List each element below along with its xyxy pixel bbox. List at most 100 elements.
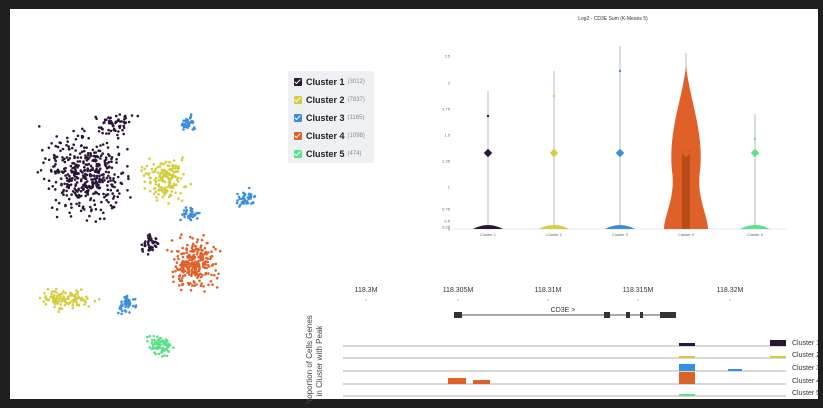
tsne-point: [186, 260, 189, 263]
tsne-point: [174, 191, 177, 195]
genome-coord-label: 118.32M: [717, 287, 744, 294]
tsne-point: [190, 268, 194, 271]
tsne-point: [89, 152, 92, 155]
tsne-point: [97, 180, 101, 183]
legend-item-cluster-5[interactable]: Cluster 5 (474): [294, 145, 374, 163]
tsne-point: [71, 170, 75, 173]
tsne-point: [191, 271, 195, 275]
tsne-point: [123, 118, 126, 121]
legend-checkbox[interactable]: [294, 132, 302, 140]
tsne-point: [65, 176, 69, 180]
violin-shape[interactable]: [605, 225, 635, 229]
tsne-point: [74, 167, 77, 171]
genome-peak[interactable]: [770, 356, 786, 358]
violin-shape-cluster-4[interactable]: [664, 66, 708, 229]
tsne-point: [197, 274, 200, 278]
tsne-point: [211, 283, 214, 286]
legend-checkbox[interactable]: [294, 150, 302, 158]
tsne-point: [192, 264, 196, 267]
tsne-point: [214, 262, 218, 266]
tsne-point: [63, 157, 66, 161]
tsne-point: [150, 238, 153, 242]
tsne-point: [155, 199, 159, 202]
legend-checkbox[interactable]: [294, 78, 302, 86]
tsne-point: [247, 186, 251, 190]
tsne-point: [71, 306, 75, 310]
tsne-point: [158, 185, 162, 189]
legend-item-cluster-4[interactable]: Cluster 4 (1098): [294, 127, 374, 145]
tsne-point: [112, 205, 116, 209]
genome-peak[interactable]: [728, 369, 742, 371]
tsne-point: [106, 193, 110, 196]
legend-item-cluster-1[interactable]: Cluster 1 (3012): [294, 73, 374, 91]
genome-peak[interactable]: [473, 380, 490, 384]
genome-peak[interactable]: [679, 364, 695, 371]
tsne-point: [156, 241, 159, 245]
tsne-point: [66, 136, 69, 140]
tsne-point: [89, 154, 93, 157]
tsne-point: [67, 158, 70, 162]
tsne-point: [183, 261, 186, 264]
tsne-point: [113, 185, 116, 189]
violin-shape[interactable]: [473, 225, 503, 229]
tsne-point: [206, 251, 210, 254]
genome-peak[interactable]: [770, 340, 786, 346]
tsne-point: [50, 170, 53, 173]
violin-outlier: [753, 137, 757, 141]
genome-peak[interactable]: [448, 378, 466, 384]
tsne-scatter-plot[interactable]: [10, 49, 280, 389]
tsne-point: [198, 264, 201, 268]
tsne-point: [53, 302, 57, 305]
tsne-point: [193, 284, 197, 287]
genome-peak[interactable]: [679, 356, 695, 358]
tsne-point: [71, 304, 75, 307]
tsne-point: [207, 272, 210, 275]
tsne-point: [160, 171, 163, 175]
tsne-point: [185, 251, 189, 254]
tsne-point: [83, 146, 86, 149]
tsne-point: [171, 275, 175, 278]
tsne-point: [55, 297, 58, 301]
tsne-point: [152, 192, 156, 195]
tsne-point: [141, 250, 145, 253]
legend-checkbox[interactable]: [294, 96, 302, 104]
tsne-point: [63, 182, 66, 186]
tsne-point: [97, 171, 101, 175]
tsne-point: [237, 195, 241, 199]
genome-track-view: 118.3M 118.305M 118.31M 118.315M 118.32M CD3…: [305, 287, 818, 404]
tsne-point: [83, 185, 87, 188]
legend-checkbox[interactable]: [294, 114, 302, 122]
tsne-point: [143, 180, 147, 184]
tsne-point: [58, 300, 61, 303]
tsne-point: [61, 190, 65, 193]
tsne-point: [69, 202, 73, 206]
legend-item-cluster-3[interactable]: Cluster 3 (1165): [294, 109, 374, 127]
violin-shape[interactable]: [539, 225, 569, 229]
violin-shape[interactable]: [740, 225, 770, 229]
tsne-point: [196, 217, 199, 220]
tsne-point: [168, 183, 171, 187]
tsne-point: [97, 297, 101, 301]
tsne-point: [191, 120, 195, 123]
violin-plot: Log2 - CD3E Sum (K-Means 5) 2.5 2 1.75 1.5 1…: [442, 16, 786, 236]
genome-peak[interactable]: [679, 343, 695, 346]
tsne-point: [115, 114, 118, 118]
tsne-point: [182, 274, 185, 278]
tsne-point: [236, 199, 239, 202]
tsne-point: [120, 300, 123, 304]
tsne-point: [140, 169, 143, 172]
legend-item-cluster-2[interactable]: Cluster 2 (7837): [294, 91, 374, 109]
tsne-point: [119, 305, 122, 308]
tsne-point: [246, 201, 250, 205]
tsne-point: [51, 185, 54, 188]
tsne-point: [151, 248, 154, 252]
genome-peak[interactable]: [679, 394, 695, 396]
tsne-point: [167, 343, 170, 346]
tsne-point: [82, 187, 85, 191]
genome-peak[interactable]: [679, 372, 695, 384]
tsne-point: [94, 208, 98, 211]
tsne-point: [107, 121, 111, 125]
gene-model[interactable]: CD3E >: [454, 307, 676, 318]
legend-item-label: Cluster 3: [306, 113, 345, 123]
tsne-point: [174, 265, 178, 268]
